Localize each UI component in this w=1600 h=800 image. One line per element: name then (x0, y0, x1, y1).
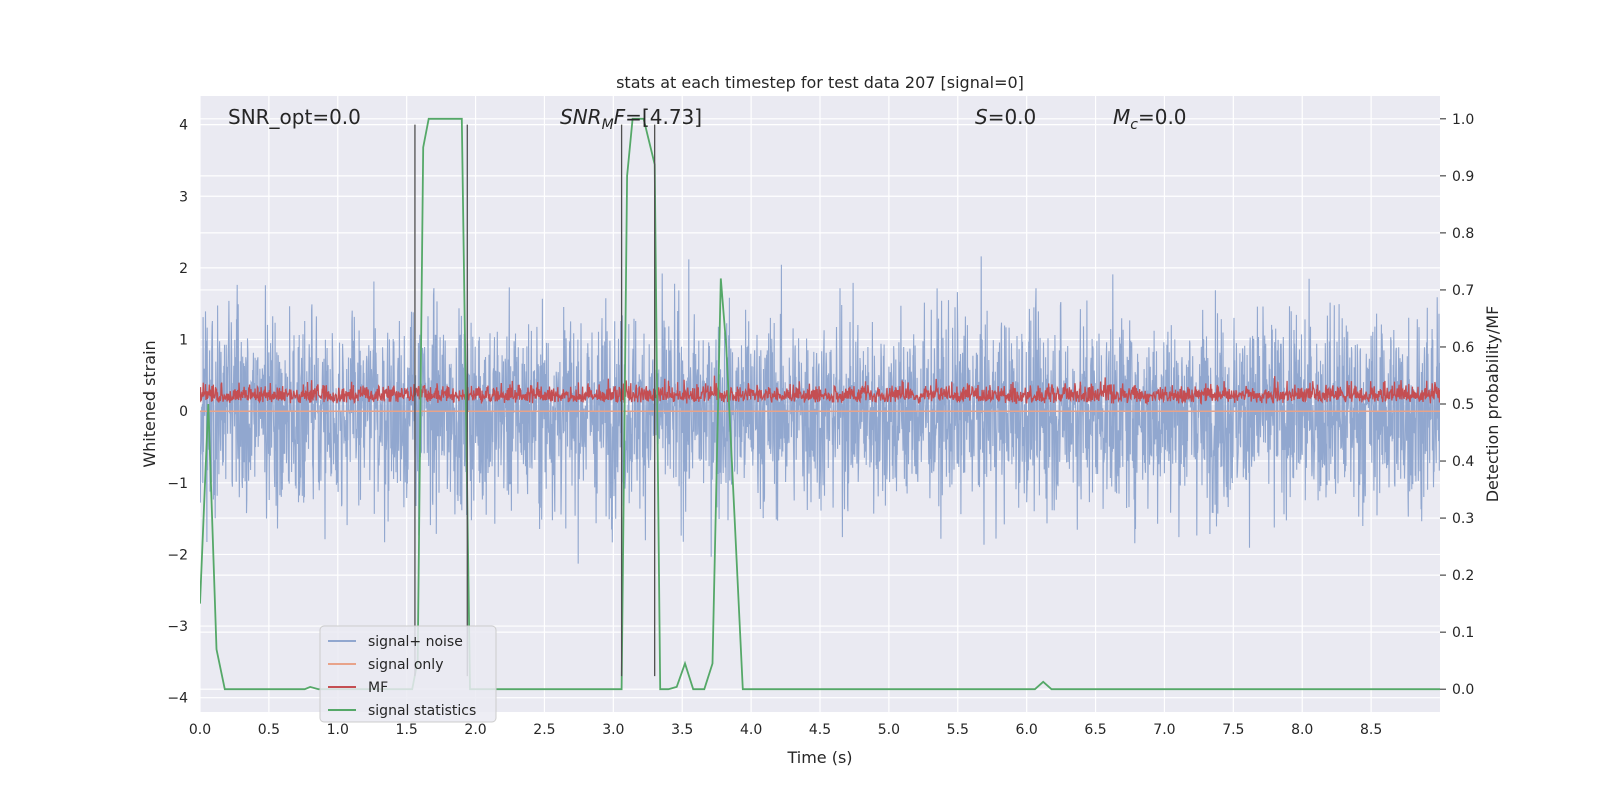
annotation: SNR_opt=0.0 (228, 105, 361, 129)
y2-tick-label: 0.2 (1452, 568, 1474, 584)
annotation: S=0.0 (975, 105, 1036, 129)
x-tick-label: 7.0 (1153, 722, 1175, 738)
y-tick-label: −1 (167, 476, 188, 492)
x-tick-label: 0.5 (258, 722, 280, 738)
x-tick-label: 8.0 (1291, 722, 1313, 738)
x-tick-label: 5.0 (878, 722, 900, 738)
chart-title: stats at each timestep for test data 207… (616, 73, 1024, 92)
annotations: SNR_opt=0.0 SNRMF=[4.73] S=0.0 Mc=0.0 (228, 105, 1187, 133)
x-axis-label: Time (s) (786, 748, 852, 767)
y2-tick-label: 1.0 (1452, 112, 1474, 128)
x-tick-label: 6.5 (1084, 722, 1106, 738)
y-tick-label: 1 (179, 333, 188, 349)
x-tick-label: 7.5 (1222, 722, 1244, 738)
legend-label: signal only (368, 657, 443, 673)
legend-label: MF (368, 680, 388, 696)
y2-tick-label: 0.5 (1452, 397, 1474, 413)
legend-box (319, 625, 497, 723)
y2-tick-label: 0.9 (1452, 169, 1474, 185)
x-tick-label: 8.5 (1360, 722, 1382, 738)
x-tick-label: 3.0 (602, 722, 624, 738)
x-tick-label: 5.5 (947, 722, 969, 738)
x-tick-label: 3.5 (671, 722, 693, 738)
y-tick-label: 4 (179, 118, 188, 134)
x-tick-label: 1.0 (327, 722, 349, 738)
annotation: SNRMF=[4.73] (560, 105, 702, 133)
series-layer (200, 117, 1440, 691)
vertical-markers (414, 124, 656, 677)
legend-label: signal statistics (368, 703, 476, 719)
y2-tick-label: 0.6 (1452, 340, 1474, 356)
series-signal-statistics (200, 117, 1440, 691)
legend: signal+ noise signal only MF signal statist… (319, 625, 497, 723)
y2-tick-labels: 0.0 0.1 0.2 0.3 0.4 0.5 0.6 0.7 0.8 0.9 1.0 (1440, 112, 1474, 698)
y-tick-label: −3 (167, 619, 188, 635)
y2-tick-label: 0.3 (1452, 511, 1474, 527)
y-tick-label: 3 (179, 189, 188, 205)
x-tick-labels: 0.0 0.5 1.0 1.5 2.0 2.5 3.0 3.5 4.0 4.5 5.0 5.5 6.0 6… (189, 722, 1382, 738)
y2-axis-label: Detection probability/MF (1483, 306, 1502, 503)
x-tick-label: 4.5 (809, 722, 831, 738)
y2-tick-label: 0.4 (1452, 454, 1474, 470)
annotation: Mc=0.0 (1113, 105, 1187, 133)
x-tick-label: 2.0 (464, 722, 486, 738)
y-tick-label: 0 (179, 404, 188, 420)
y-tick-label: −4 (167, 691, 188, 707)
x-tick-label: 0.0 (189, 722, 211, 738)
y-tick-labels: −4 −3 −2 −1 0 1 2 3 4 (167, 118, 188, 707)
y2-tick-label: 0.7 (1452, 283, 1474, 299)
x-tick-label: 4.0 (740, 722, 762, 738)
y-axis-label: Whitened strain (140, 340, 159, 467)
y-tick-label: −2 (167, 547, 188, 563)
x-tick-label: 6.0 (1016, 722, 1038, 738)
series-signal-noise (200, 256, 1440, 564)
series-mf (200, 375, 1440, 406)
x-tick-label: 2.5 (533, 722, 555, 738)
y2-tick-label: 0.8 (1452, 226, 1474, 242)
y-tick-label: 2 (179, 261, 188, 277)
y2-tick-label: 0.1 (1452, 625, 1474, 641)
x-tick-label: 1.5 (396, 722, 418, 738)
y2-tick-label: 0.0 (1452, 682, 1474, 698)
legend-label: signal+ noise (368, 634, 463, 650)
